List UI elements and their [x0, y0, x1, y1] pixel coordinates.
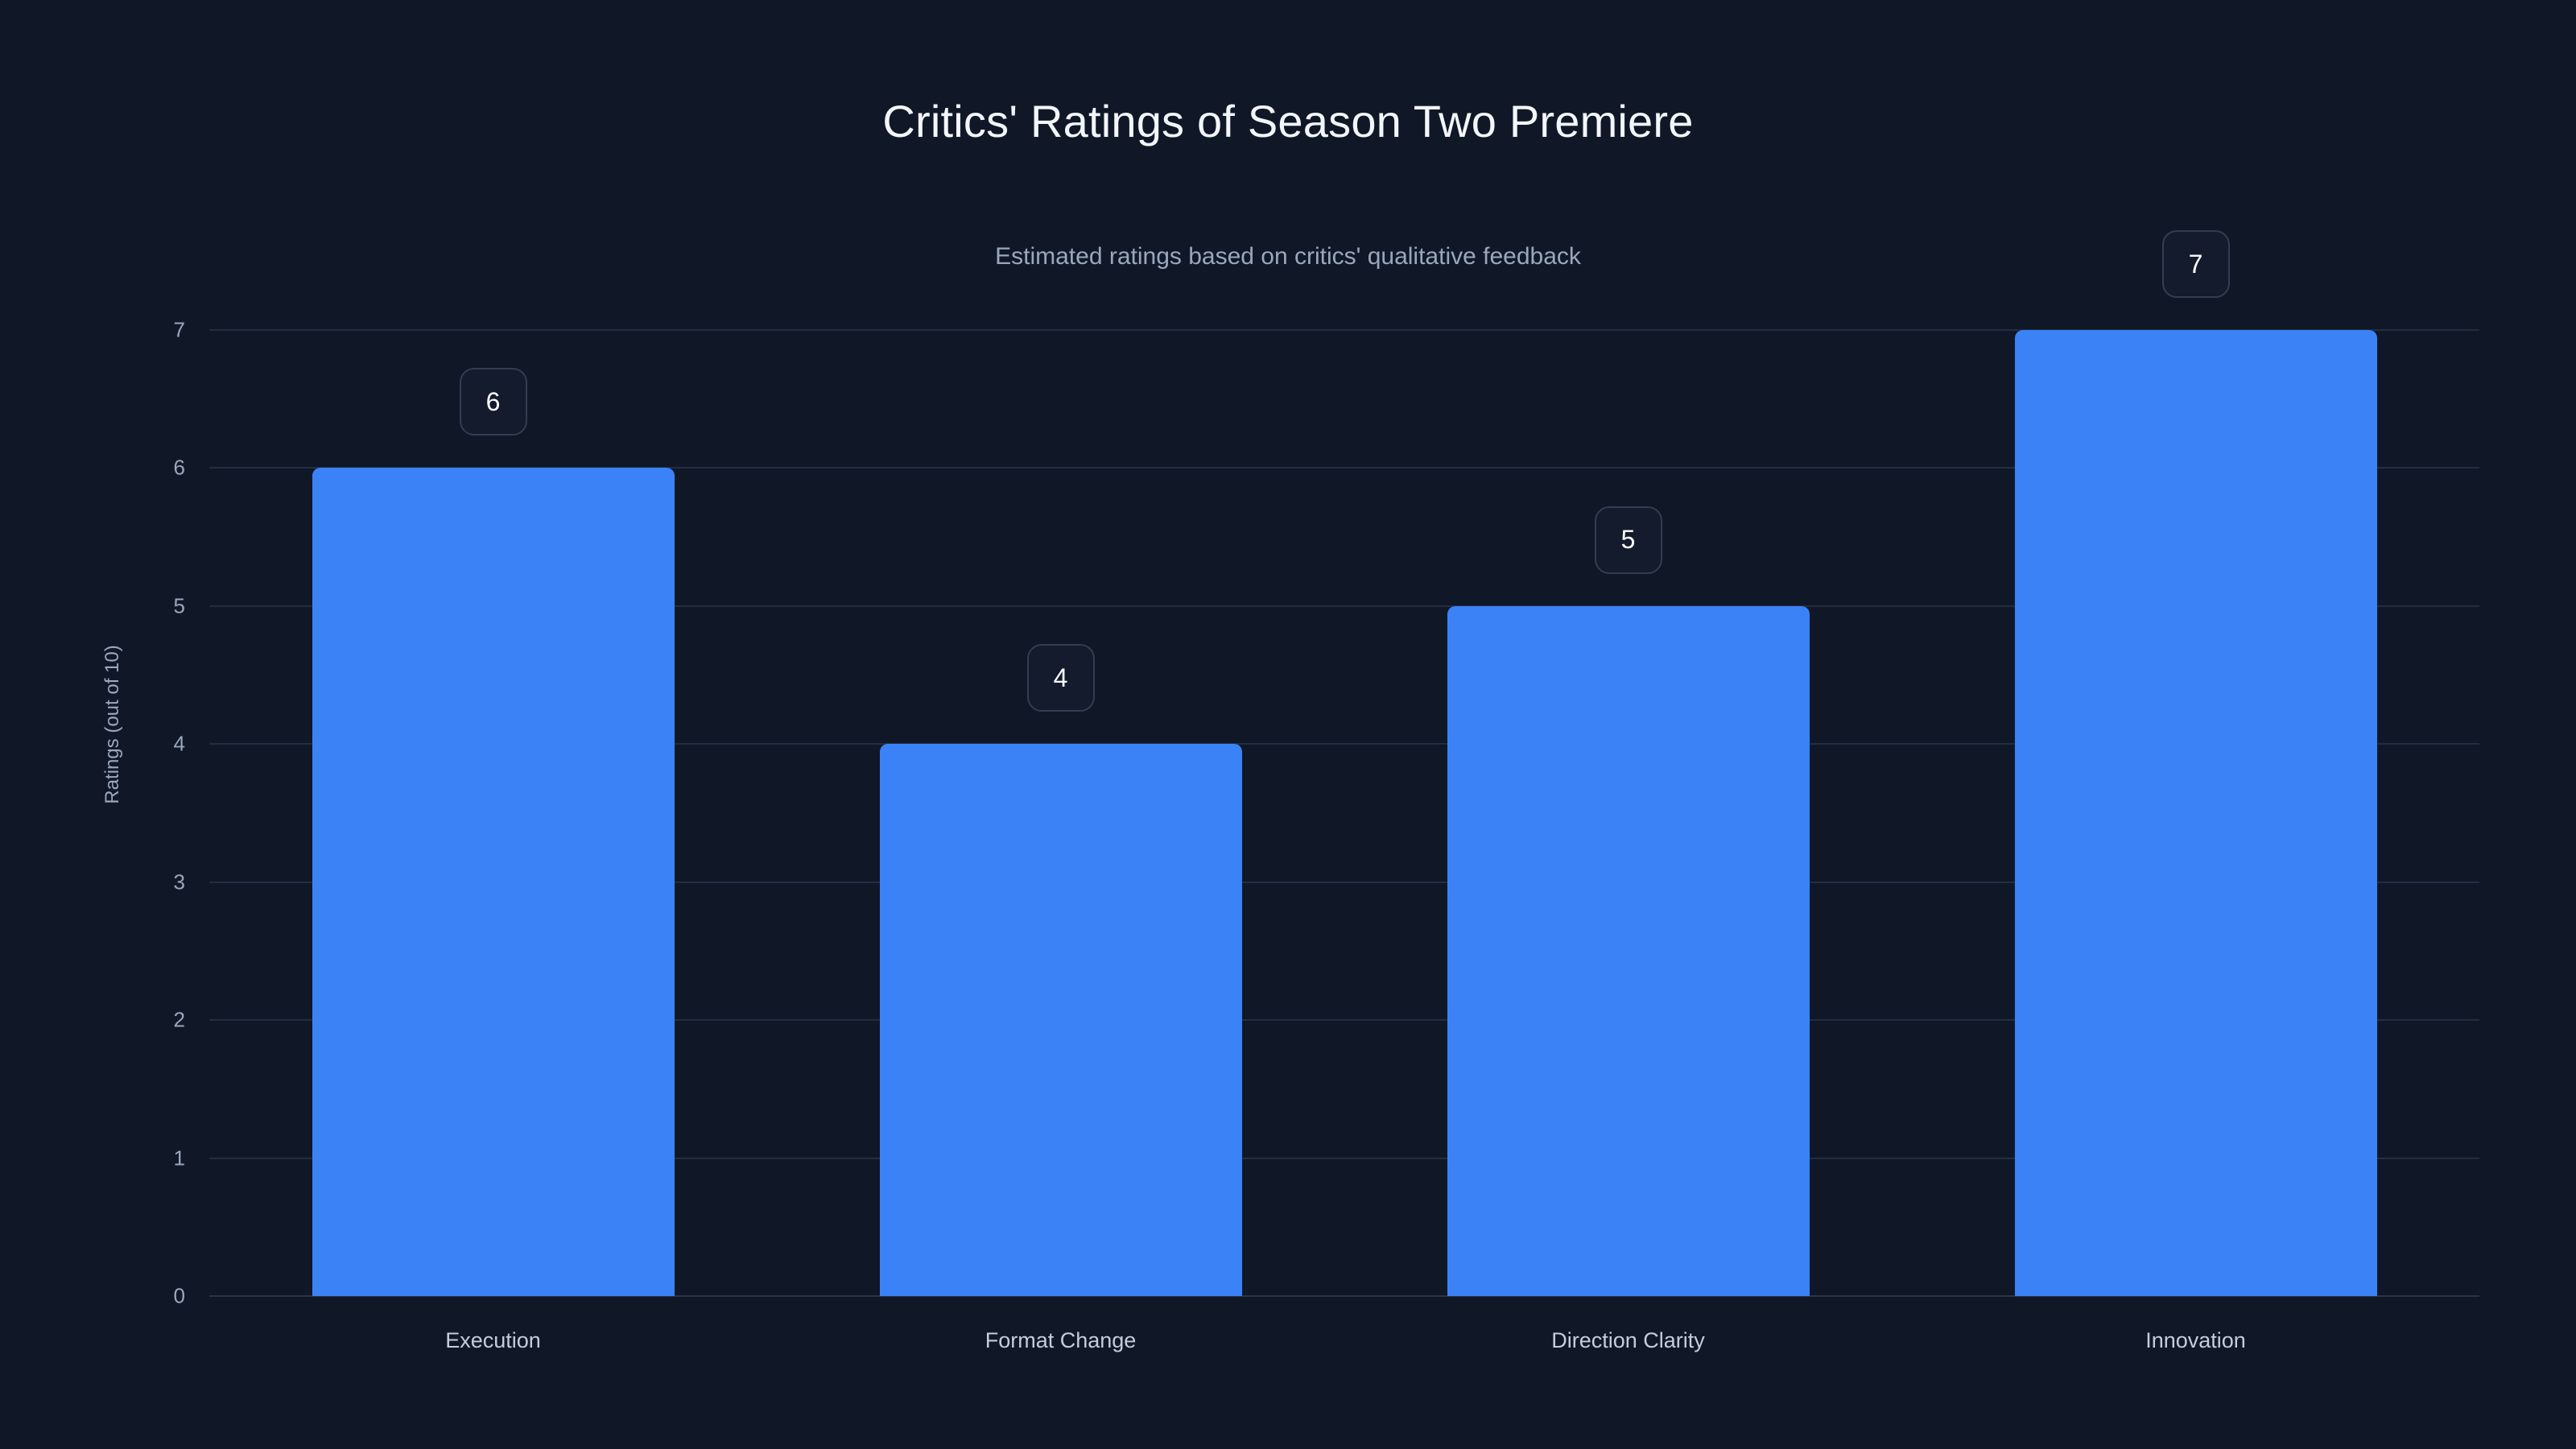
- gridline: [209, 743, 2479, 745]
- gridline: [209, 1157, 2479, 1159]
- x-tick-label: Format Change: [985, 1328, 1137, 1352]
- bar-innovation[interactable]: [2014, 330, 2377, 1296]
- gridline: [209, 881, 2479, 883]
- y-tick-label: 0: [173, 1283, 185, 1308]
- y-tick-label: 6: [173, 455, 185, 480]
- y-tick-label: 2: [173, 1007, 185, 1032]
- bar-value-badge: 5: [1594, 506, 1662, 574]
- bar-value-badge: 6: [459, 368, 527, 436]
- x-tick-label: Direction Clarity: [1551, 1328, 1705, 1352]
- bar-value-badge: 7: [2161, 230, 2230, 298]
- gridline: [209, 1295, 2479, 1297]
- bar-execution[interactable]: [312, 468, 675, 1296]
- plot-area: 0 1 2 3 4 5 6 7 6 4 5 7: [174, 230, 2479, 1308]
- gridline: [209, 329, 2479, 331]
- x-tick-label: Innovation: [2145, 1328, 2246, 1352]
- gridline: [209, 1019, 2479, 1022]
- y-tick-label: 7: [173, 317, 185, 342]
- x-tick-label: Execution: [445, 1328, 541, 1352]
- chart-title: Critics' Ratings of Season Two Premiere: [882, 96, 1694, 147]
- gridline: [209, 605, 2479, 607]
- y-tick-label: 5: [173, 593, 185, 618]
- y-tick-label: 3: [173, 869, 185, 894]
- bar-direction-clarity[interactable]: [1447, 605, 1810, 1296]
- y-axis-title: Ratings (out of 10): [101, 645, 123, 804]
- y-tick-label: 4: [173, 731, 185, 756]
- gridline: [209, 467, 2479, 469]
- bar-format-change[interactable]: [879, 744, 1242, 1296]
- y-tick-label: 1: [173, 1146, 185, 1170]
- bar-value-badge: 4: [1026, 644, 1095, 712]
- chart-subtitle: Estimated ratings based on critics' qual…: [995, 243, 1581, 270]
